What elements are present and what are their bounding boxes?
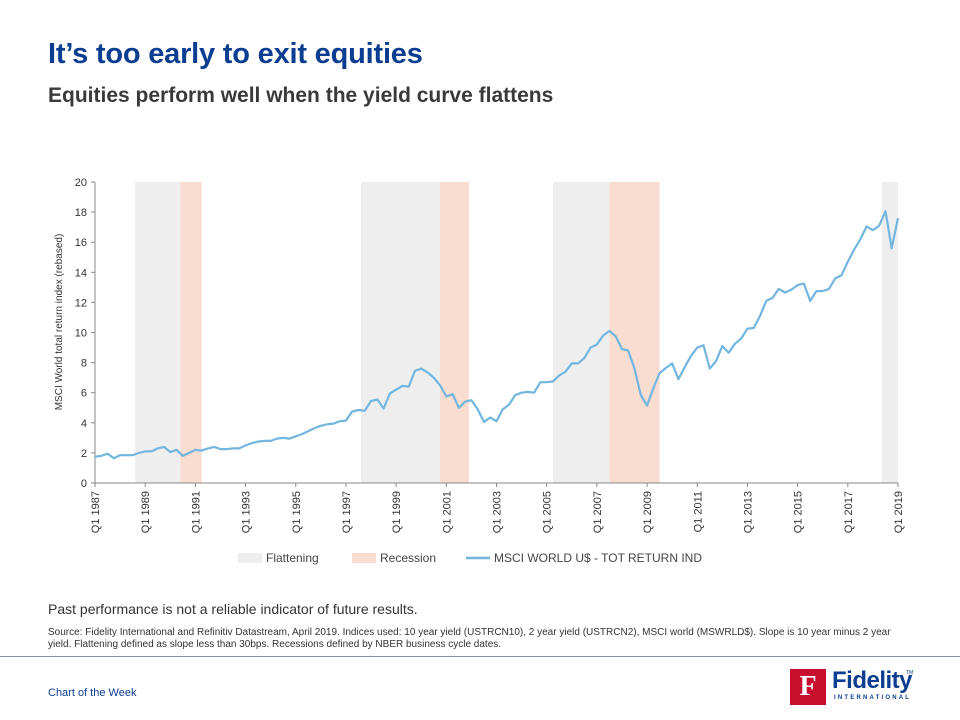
y-tick-label: 8: [81, 358, 87, 370]
x-tick-label: Q1 2011: [692, 491, 704, 532]
x-tick-label: Q1 2005: [542, 491, 554, 533]
flattening-band: [881, 182, 898, 483]
recession-band: [440, 182, 469, 483]
flattening-band: [360, 182, 441, 483]
legend-swatch-recession: [352, 553, 376, 563]
page-title: It’s too early to exit equities: [48, 38, 423, 70]
chart-series: [94, 210, 900, 460]
x-tick-label: Q1 2013: [742, 491, 754, 533]
y-tick-label: 10: [75, 328, 87, 340]
y-axis-label: MSCI World total return index (rebased): [54, 234, 65, 411]
source-note: Source: Fidelity International and Refin…: [48, 627, 891, 650]
x-tick-label: Q1 2009: [642, 491, 654, 533]
logo-wordmark: Fidelity: [832, 667, 913, 694]
y-tick-label: 6: [81, 388, 87, 400]
chart-legend: Flattening Recession MSCI WORLD U$ - TOT R…: [238, 551, 702, 565]
x-tick-label: Q1 2019: [893, 491, 905, 533]
x-tick-label: Q1 1997: [341, 491, 353, 533]
x-tick-label: Q1 1991: [190, 491, 202, 533]
legend-label-recession: Recession: [380, 551, 436, 565]
series-line-msci-world: [94, 210, 900, 460]
disclaimer-text: Past performance is not a reliable indic…: [48, 601, 418, 617]
chart-axes: [91, 181, 899, 487]
flattening-band: [135, 182, 181, 483]
y-tick-label: 14: [75, 267, 87, 279]
y-tick-labels: 0 2 4 6 8 10 12 14 16 18 20: [75, 177, 87, 490]
legend-label-msci: MSCI WORLD U$ - TOT RETURN IND: [494, 551, 702, 565]
y-tick-label: 2: [81, 448, 87, 460]
logo-trademark: TM: [906, 670, 914, 676]
x-tick-label: Q1 1987: [90, 491, 102, 533]
x-tick-label: Q1 2001: [441, 491, 453, 533]
x-tick-labels: Q1 1987 Q1 1989 Q1 1991 Q1 1993 Q1 1995 Q1 19…: [90, 491, 905, 533]
footer-divider: [0, 656, 960, 657]
x-tick-label: Q1 2015: [793, 491, 805, 533]
x-tick-label: Q1 1993: [241, 491, 253, 533]
page-subtitle: Equities perform well when the yield cur…: [48, 84, 554, 107]
x-tick-label: Q1 1999: [391, 491, 403, 533]
x-tick-label: Q1 2003: [492, 491, 504, 533]
x-tick-label: Q1 1995: [291, 491, 303, 533]
legend-swatch-flattening: [238, 553, 262, 563]
shaded-regions: [135, 182, 898, 483]
y-tick-label: 16: [75, 237, 87, 249]
flattening-band: [552, 182, 610, 483]
x-tick-label: Q1 1989: [140, 491, 152, 533]
y-tick-label: 0: [81, 478, 87, 490]
y-tick-label: 12: [75, 297, 87, 309]
legend-label-flattening: Flattening: [266, 551, 319, 565]
y-tick-label: 4: [81, 418, 87, 430]
x-tick-label: Q1 2017: [843, 491, 855, 533]
recession-band: [180, 182, 202, 483]
y-tick-label: 18: [75, 207, 87, 219]
y-tick-label: 20: [75, 177, 87, 189]
logo-mark-icon: F: [790, 669, 826, 705]
logo-subtext: INTERNATIONAL: [834, 695, 912, 701]
x-tick-label: Q1 2007: [592, 491, 604, 533]
footer-label: Chart of the Week: [48, 687, 137, 699]
recession-band: [609, 182, 660, 483]
